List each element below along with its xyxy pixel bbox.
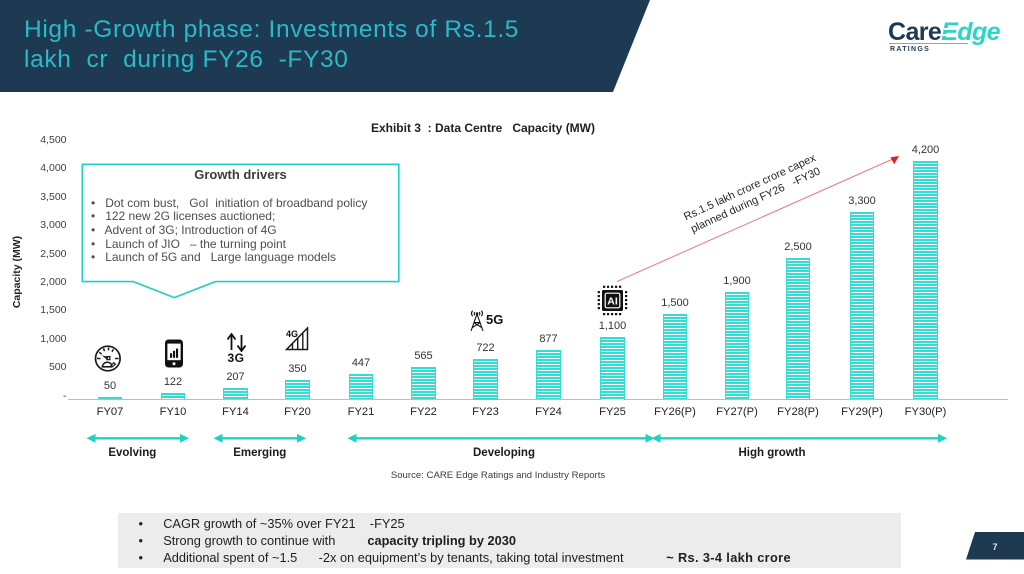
svg-text:7: 7: [992, 542, 997, 552]
svg-text:AI: AI: [607, 296, 618, 308]
